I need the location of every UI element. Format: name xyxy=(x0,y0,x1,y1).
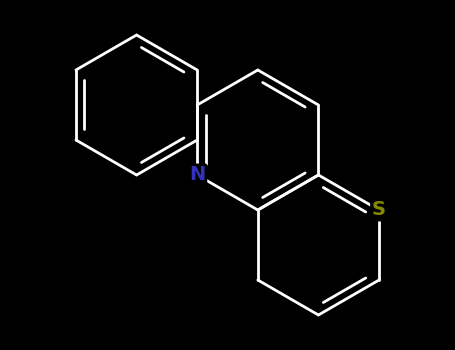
Text: S: S xyxy=(372,201,386,219)
Text: N: N xyxy=(189,166,205,184)
